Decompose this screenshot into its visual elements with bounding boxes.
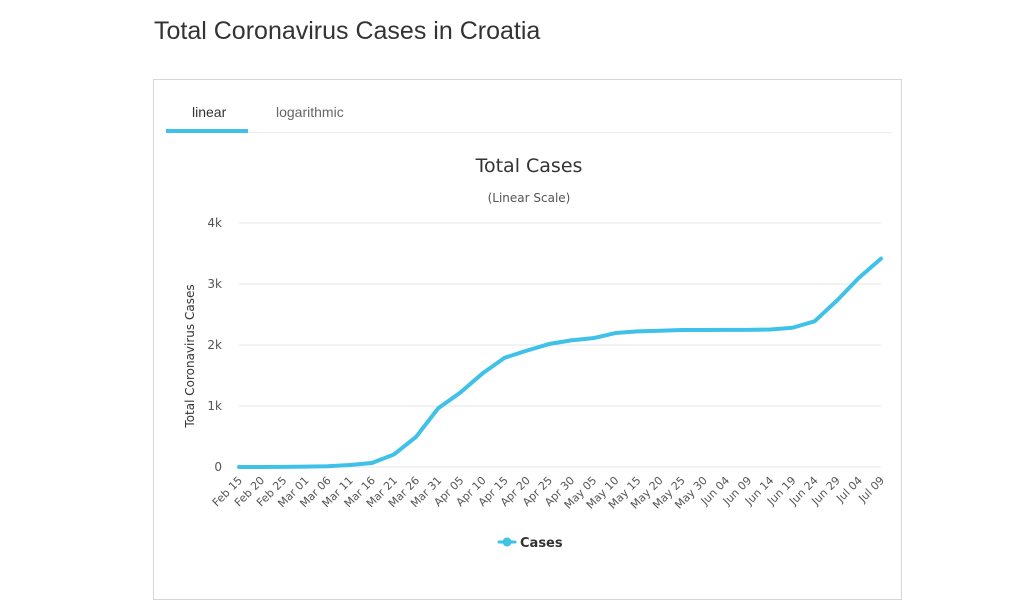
data-point[interactable] (613, 331, 617, 335)
data-point[interactable] (680, 328, 684, 332)
data-point[interactable] (303, 465, 307, 469)
chart-panel: linear logarithmic Total Cases (Linear S… (153, 79, 902, 600)
y-axis-title: Total Coronavirus Cases (183, 284, 197, 428)
data-point[interactable] (503, 356, 507, 360)
cases-chart: Total Cases (Linear Scale) Total Coronav… (183, 155, 887, 551)
data-point[interactable] (591, 336, 595, 340)
data-point[interactable] (768, 328, 772, 332)
data-point[interactable] (237, 465, 241, 469)
y-tick-label: 4k (207, 216, 222, 230)
data-point[interactable] (525, 349, 529, 353)
legend[interactable]: Cases (497, 536, 563, 551)
y-tick-label: 2k (207, 338, 222, 352)
data-point[interactable] (436, 406, 440, 410)
chart-subtitle: (Linear Scale) (488, 191, 571, 205)
data-point[interactable] (857, 276, 861, 280)
page-title: Total Coronavirus Cases in Croatia (154, 17, 541, 45)
data-point[interactable] (658, 329, 662, 333)
grid-lines (239, 222, 881, 468)
y-tick-label: 3k (207, 277, 222, 291)
y-tick-label: 1k (207, 399, 222, 413)
data-point[interactable] (835, 299, 839, 303)
y-axis-ticks: 0 1k 2k 3k 4k (207, 216, 222, 474)
chart-title: Total Cases (475, 155, 583, 177)
series-layer (237, 256, 883, 469)
legend-item-cases: Cases (520, 536, 563, 551)
data-point[interactable] (458, 390, 462, 394)
data-point[interactable] (414, 435, 418, 439)
legend-swatch-marker (502, 537, 512, 547)
tab-linear[interactable]: linear (192, 104, 227, 120)
data-point[interactable] (281, 465, 285, 469)
active-tab-indicator (166, 129, 248, 133)
data-point[interactable] (547, 342, 551, 346)
scale-tabs: linear logarithmic (166, 94, 892, 133)
data-point[interactable] (392, 452, 396, 456)
data-point[interactable] (348, 463, 352, 467)
data-point[interactable] (635, 329, 639, 333)
y-tick-label: 0 (214, 460, 222, 474)
data-point[interactable] (790, 326, 794, 330)
data-point[interactable] (724, 328, 728, 332)
data-point[interactable] (370, 461, 374, 465)
data-point[interactable] (481, 371, 485, 375)
data-point[interactable] (259, 465, 263, 469)
series-line-cases[interactable] (237, 256, 883, 469)
data-point[interactable] (702, 328, 706, 332)
data-point[interactable] (813, 319, 817, 323)
tab-logarithmic[interactable]: logarithmic (276, 104, 344, 120)
data-point[interactable] (746, 328, 750, 332)
data-point[interactable] (326, 464, 330, 468)
data-point[interactable] (569, 338, 573, 342)
data-point[interactable] (879, 257, 883, 261)
